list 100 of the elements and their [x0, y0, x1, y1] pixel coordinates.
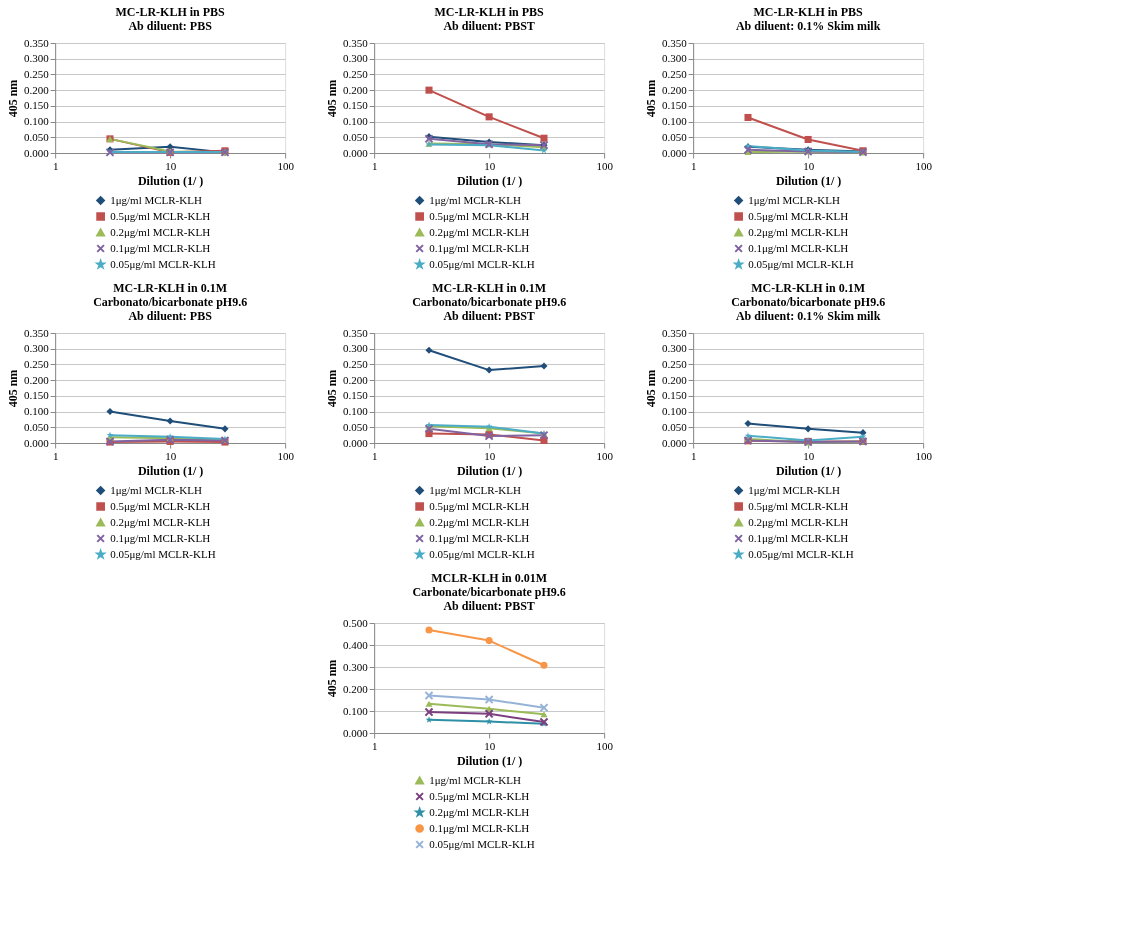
legend-label: 0.2μg/ml MCLR-KLH: [748, 225, 849, 238]
y-tick-label: 0.250: [23, 67, 50, 80]
y-tick-label: 0.100: [342, 704, 369, 717]
legend-label: 0.2μg/ml MCLR-KLH: [110, 225, 211, 238]
legend-label: 0.5μg/ml MCLR-KLH: [429, 209, 530, 222]
x-axis-title: Dilution (1/ ): [456, 463, 523, 478]
legend-label: 1μg/ml MCLR-KLH: [429, 193, 521, 206]
y-tick-label: 0.300: [342, 342, 369, 355]
y-tick-label: 0.200: [661, 373, 688, 386]
y-tick-label: 0.000: [23, 436, 50, 449]
chart-title: MC-LR-KLH in PBS Ab diluent: 0.1% Skim milk: [735, 5, 881, 33]
y-tick-label: 0.000: [23, 146, 50, 159]
y-tick-label: 0.000: [342, 146, 369, 159]
x-tick-label: 100: [277, 159, 295, 172]
y-axis-title: 405 nm: [324, 369, 339, 408]
y-tick-label: 0.100: [23, 405, 50, 418]
x-tick-label: 1: [371, 159, 378, 172]
legend-label: 0.05μg/ml MCLR-KLH: [748, 547, 854, 560]
x-axis-title: Dilution (1/ ): [775, 173, 842, 188]
legend-label: 0.5μg/ml MCLR-KLH: [429, 499, 530, 512]
x-tick-label: 10: [165, 159, 177, 172]
x-tick-label: 100: [596, 159, 614, 172]
y-tick-label: 0.350: [342, 36, 369, 49]
legend-label: 0.1μg/ml MCLR-KLH: [429, 821, 530, 834]
legend-label: 0.1μg/ml MCLR-KLH: [429, 531, 530, 544]
chart-title: MC-LR-KLH in 0.1M Carbonato/bicarbonate pH9.6 Ab diluent: PBS: [93, 281, 248, 323]
y-tick-label: 0.250: [342, 67, 369, 80]
legend-label: 0.2μg/ml MCLR-KLH: [429, 225, 530, 238]
y-tick-label: 0.100: [23, 115, 50, 128]
chart-title: MC-LR-KLH in 0.1M Carbonato/bicarbonate pH9.6 Ab diluent: 0.1% Skim milk: [731, 281, 886, 323]
y-tick-label: 0.400: [342, 638, 369, 651]
y-tick-label: 0.350: [342, 326, 369, 339]
y-tick-label: 0.100: [661, 405, 688, 418]
y-tick-label: 0.350: [23, 36, 50, 49]
y-tick-label: 0.050: [23, 130, 50, 143]
x-tick-label: 10: [803, 449, 815, 462]
legend-label: 1μg/ml MCLR-KLH: [748, 193, 840, 206]
y-tick-label: 0.250: [661, 357, 688, 370]
y-tick-label: 0.300: [661, 52, 688, 65]
x-tick-label: 1: [371, 449, 378, 462]
x-tick-label: 100: [915, 159, 933, 172]
legend-label: 1μg/ml MCLR-KLH: [429, 773, 521, 786]
y-axis-title: 405 nm: [324, 659, 339, 698]
y-tick-label: 0.100: [661, 115, 688, 128]
legend-label: 0.05μg/ml MCLR-KLH: [429, 547, 535, 560]
legend-label: 0.5μg/ml MCLR-KLH: [110, 499, 211, 512]
y-tick-label: 0.100: [342, 115, 369, 128]
y-tick-label: 0.350: [23, 326, 50, 339]
y-tick-label: 0.100: [342, 405, 369, 418]
y-tick-label: 0.050: [342, 130, 369, 143]
x-tick-label: 1: [52, 159, 59, 172]
legend-label: 0.2μg/ml MCLR-KLH: [110, 515, 211, 528]
x-axis-title: Dilution (1/ ): [137, 173, 204, 188]
legend-label: 0.05μg/ml MCLR-KLH: [110, 257, 216, 270]
chart-title: MC-LR-KLH in 0.1M Carbonato/bicarbonate pH9.6 Ab diluent: PBST: [412, 281, 567, 323]
y-tick-label: 0.300: [661, 342, 688, 355]
legend-label: 1μg/ml MCLR-KLH: [110, 483, 202, 496]
x-axis-title: Dilution (1/ ): [456, 753, 523, 768]
y-tick-label: 0.150: [661, 99, 688, 112]
y-tick-label: 0.050: [342, 420, 369, 433]
y-tick-label: 0.200: [23, 373, 50, 386]
x-tick-label: 10: [165, 449, 177, 462]
y-tick-label: 0.500: [342, 616, 369, 629]
x-tick-label: 10: [484, 449, 496, 462]
legend-label: 0.05μg/ml MCLR-KLH: [748, 257, 854, 270]
x-tick-label: 100: [596, 739, 614, 752]
y-tick-label: 0.350: [661, 36, 688, 49]
x-tick-label: 10: [484, 159, 496, 172]
y-tick-label: 0.300: [23, 342, 50, 355]
y-tick-label: 0.300: [342, 660, 369, 673]
legend-label: 0.5μg/ml MCLR-KLH: [110, 209, 211, 222]
x-tick-label: 100: [277, 449, 295, 462]
y-tick-label: 0.000: [342, 726, 369, 739]
legend-label: 0.2μg/ml MCLR-KLH: [748, 515, 849, 528]
y-tick-label: 0.200: [23, 83, 50, 96]
legend-label: 0.05μg/ml MCLR-KLH: [429, 837, 535, 850]
legend-label: 1μg/ml MCLR-KLH: [748, 483, 840, 496]
y-tick-label: 0.200: [342, 83, 369, 96]
x-tick-label: 1: [371, 739, 378, 752]
y-axis-title: 405 nm: [643, 79, 658, 118]
legend-label: 0.1μg/ml MCLR-KLH: [110, 531, 211, 544]
x-tick-label: 10: [803, 159, 815, 172]
legend-label: 1μg/ml MCLR-KLH: [429, 483, 521, 496]
y-tick-label: 0.150: [23, 389, 50, 402]
y-tick-label: 0.200: [342, 373, 369, 386]
legend-label: 0.2μg/ml MCLR-KLH: [429, 515, 530, 528]
y-axis-title: 405 nm: [5, 369, 20, 408]
y-tick-label: 0.300: [23, 52, 50, 65]
y-tick-label: 0.250: [342, 357, 369, 370]
y-tick-label: 0.050: [661, 130, 688, 143]
legend-label: 1μg/ml MCLR-KLH: [110, 193, 202, 206]
y-tick-label: 0.050: [661, 420, 688, 433]
legend-label: 0.1μg/ml MCLR-KLH: [748, 241, 849, 254]
legend-label: 0.05μg/ml MCLR-KLH: [429, 257, 535, 270]
chart-title: MCLR-KLH in 0.01M Carbonate/bicarbonate pH9.6 Ab diluent: PBST: [412, 571, 566, 613]
y-tick-label: 0.250: [661, 67, 688, 80]
legend-label: 0.5μg/ml MCLR-KLH: [429, 789, 530, 802]
y-tick-label: 0.200: [661, 83, 688, 96]
y-tick-label: 0.150: [23, 99, 50, 112]
y-tick-label: 0.150: [342, 99, 369, 112]
